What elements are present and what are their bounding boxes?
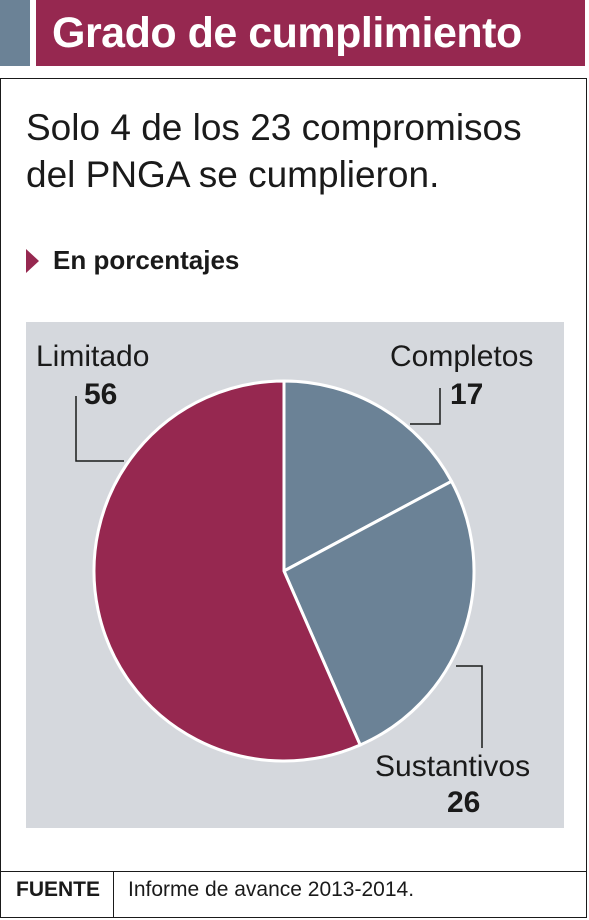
leader-line-completos — [410, 388, 441, 425]
sustantivos-label: Sustantivos — [375, 750, 531, 783]
source-separator — [113, 872, 114, 918]
headline: Solo 4 de los 23 compromisos del PNGA se… — [26, 107, 522, 195]
completos-value: 17 — [450, 378, 484, 411]
page-title: Grado de cumplimiento — [36, 0, 585, 66]
limitado-value: 56 — [84, 378, 118, 411]
pie-slice-completos — [282, 379, 453, 573]
footer-divider — [0, 871, 587, 872]
chart-subtitle: En porcentajes — [26, 245, 239, 276]
limitado-label: Limitado — [36, 340, 150, 373]
subtitle-text: En porcentajes — [53, 245, 240, 275]
sustantivos-value: 26 — [447, 786, 481, 819]
source-label: FUENTE — [16, 878, 100, 901]
triangle-arrow-icon — [26, 248, 39, 273]
leader-line-limitado — [75, 396, 124, 462]
header-accent-block — [0, 0, 30, 66]
content-frame — [0, 78, 587, 918]
source-text: Informe de avance 2013-2014. — [128, 878, 415, 901]
pie-slice-limitado — [92, 379, 362, 763]
leader-line-sustantivos — [456, 665, 483, 748]
completos-label: Completos — [390, 340, 534, 373]
